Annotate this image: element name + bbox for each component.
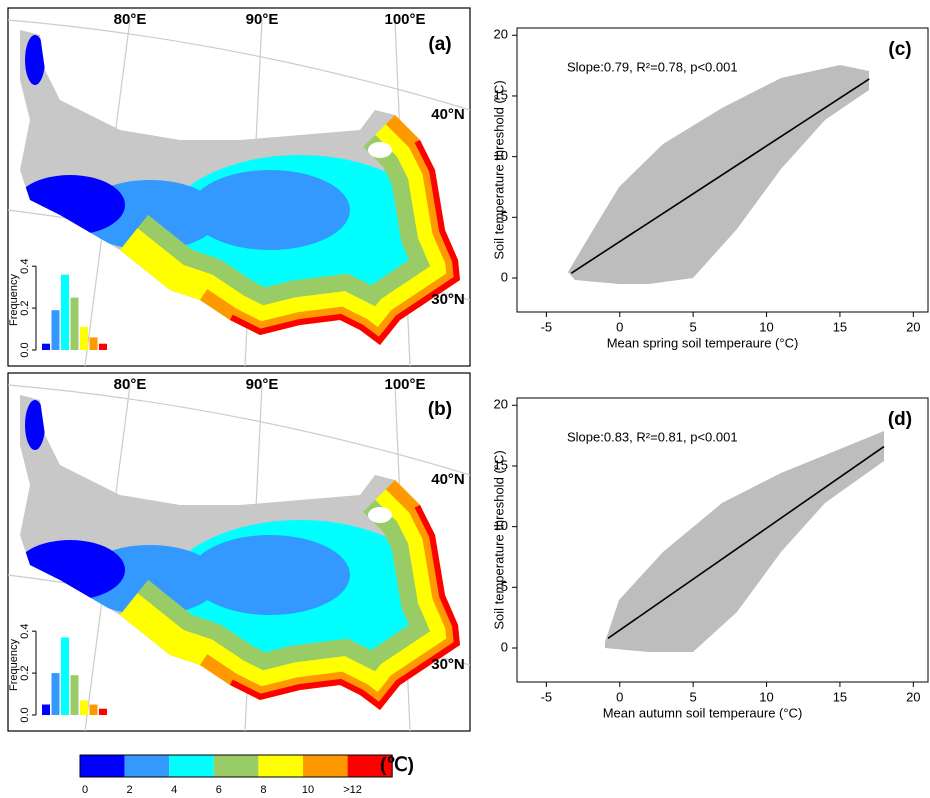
- x-tick-label: 15: [833, 689, 847, 704]
- colorbar-label: >12: [343, 784, 362, 796]
- y-tick-label: 0.2: [19, 300, 31, 315]
- x-tick-label: 15: [833, 319, 847, 334]
- bar: [51, 673, 60, 715]
- bar: [61, 274, 69, 350]
- colorbar-frame: [79, 754, 393, 778]
- y-tick-label: 20: [494, 397, 508, 412]
- y-tick-label: 10: [494, 518, 508, 533]
- map-label: 40°N: [431, 106, 465, 123]
- colorbar-swatch: [169, 755, 214, 777]
- x-tick-label: 5: [690, 689, 697, 704]
- map-label: 100°E: [384, 376, 425, 393]
- y-axis-label: Frequency: [8, 639, 20, 691]
- bar: [70, 675, 79, 715]
- regression-line: [570, 78, 870, 274]
- scatter-cloud: [568, 65, 869, 284]
- x-tick-label: 10: [759, 319, 773, 334]
- bar: [99, 343, 107, 350]
- annotation: Slope:0.79, R²=0.78, p<0.001: [567, 59, 738, 74]
- bar: [80, 700, 88, 715]
- bar: [89, 337, 98, 350]
- y-tick-label: 5: [501, 209, 508, 224]
- colorbar-label: 8: [260, 784, 266, 796]
- y-axis-label: Soil temperature threshold (°C): [491, 80, 506, 259]
- panel-label: (b): [428, 399, 452, 420]
- x-tick-label: 0: [616, 689, 623, 704]
- bar: [70, 297, 79, 350]
- colorbar-label: 2: [127, 784, 133, 796]
- bar: [42, 343, 50, 350]
- y-tick-label: 0.0: [19, 342, 31, 357]
- colorbar-swatch: [124, 755, 170, 777]
- y-tick-label: 0: [501, 639, 508, 654]
- colorbar-swatch: [213, 755, 259, 777]
- colorbar-label: 4: [171, 784, 177, 796]
- map-label: 100°E: [384, 11, 425, 28]
- regression-line: [607, 445, 885, 639]
- y-tick-label: 10: [494, 148, 508, 163]
- y-tick-label: 15: [494, 87, 508, 102]
- y-tick-label: 15: [494, 457, 508, 472]
- colorbar-swatch: [80, 755, 125, 777]
- annotation: Slope:0.83, R²=0.81, p<0.001: [567, 429, 738, 444]
- map-label: 30°N: [431, 656, 465, 673]
- y-tick-label: 0.2: [19, 665, 31, 680]
- y-tick-label: 0.4: [19, 624, 31, 639]
- x-tick-label: -5: [541, 689, 553, 704]
- y-tick-label: 20: [494, 27, 508, 42]
- bar: [51, 310, 60, 350]
- bar: [42, 704, 50, 715]
- y-axis-label: Frequency: [8, 274, 20, 326]
- bar: [80, 326, 88, 350]
- colorbar-label: 0: [82, 784, 88, 796]
- x-tick-label: -5: [541, 319, 553, 334]
- map-label: 90°E: [246, 376, 279, 393]
- plot-frame: [516, 397, 929, 683]
- bar: [61, 637, 69, 715]
- colorbar-label: 10: [302, 784, 314, 796]
- x-tick-label: 5: [690, 319, 697, 334]
- map-label: 80°E: [114, 376, 147, 393]
- colorbar-label: 6: [216, 784, 222, 796]
- x-axis-label: Mean spring soil temperaure (°C): [607, 335, 799, 350]
- panel-label: (d): [888, 409, 912, 430]
- bar: [89, 704, 98, 715]
- y-axis-label: Soil temperature threshold (°C): [491, 450, 506, 629]
- colorbar-swatch: [303, 755, 348, 777]
- bar: [99, 708, 107, 715]
- x-tick-label: 20: [906, 319, 920, 334]
- plot-frame: [516, 27, 929, 313]
- y-tick-label: 0.4: [19, 259, 31, 274]
- scatter-cloud: [605, 431, 884, 652]
- x-tick-label: 20: [906, 689, 920, 704]
- x-tick-label: 0: [616, 319, 623, 334]
- map-label: 90°E: [246, 11, 279, 28]
- colorbar-unit: (℃): [380, 755, 414, 776]
- colorbar-swatch: [258, 755, 303, 777]
- y-tick-label: 0: [501, 269, 508, 284]
- panel-label: (a): [428, 34, 451, 55]
- x-axis-label: Mean autumn soil temperaure (°C): [603, 705, 803, 720]
- colorbar-swatch: [347, 755, 393, 777]
- y-tick-label: 5: [501, 579, 508, 594]
- y-tick-label: 0.0: [19, 707, 31, 722]
- x-tick-label: 10: [759, 689, 773, 704]
- panel-label: (c): [888, 39, 911, 60]
- map-label: 80°E: [114, 11, 147, 28]
- map-label: 40°N: [431, 471, 465, 488]
- map-label: 30°N: [431, 291, 465, 308]
